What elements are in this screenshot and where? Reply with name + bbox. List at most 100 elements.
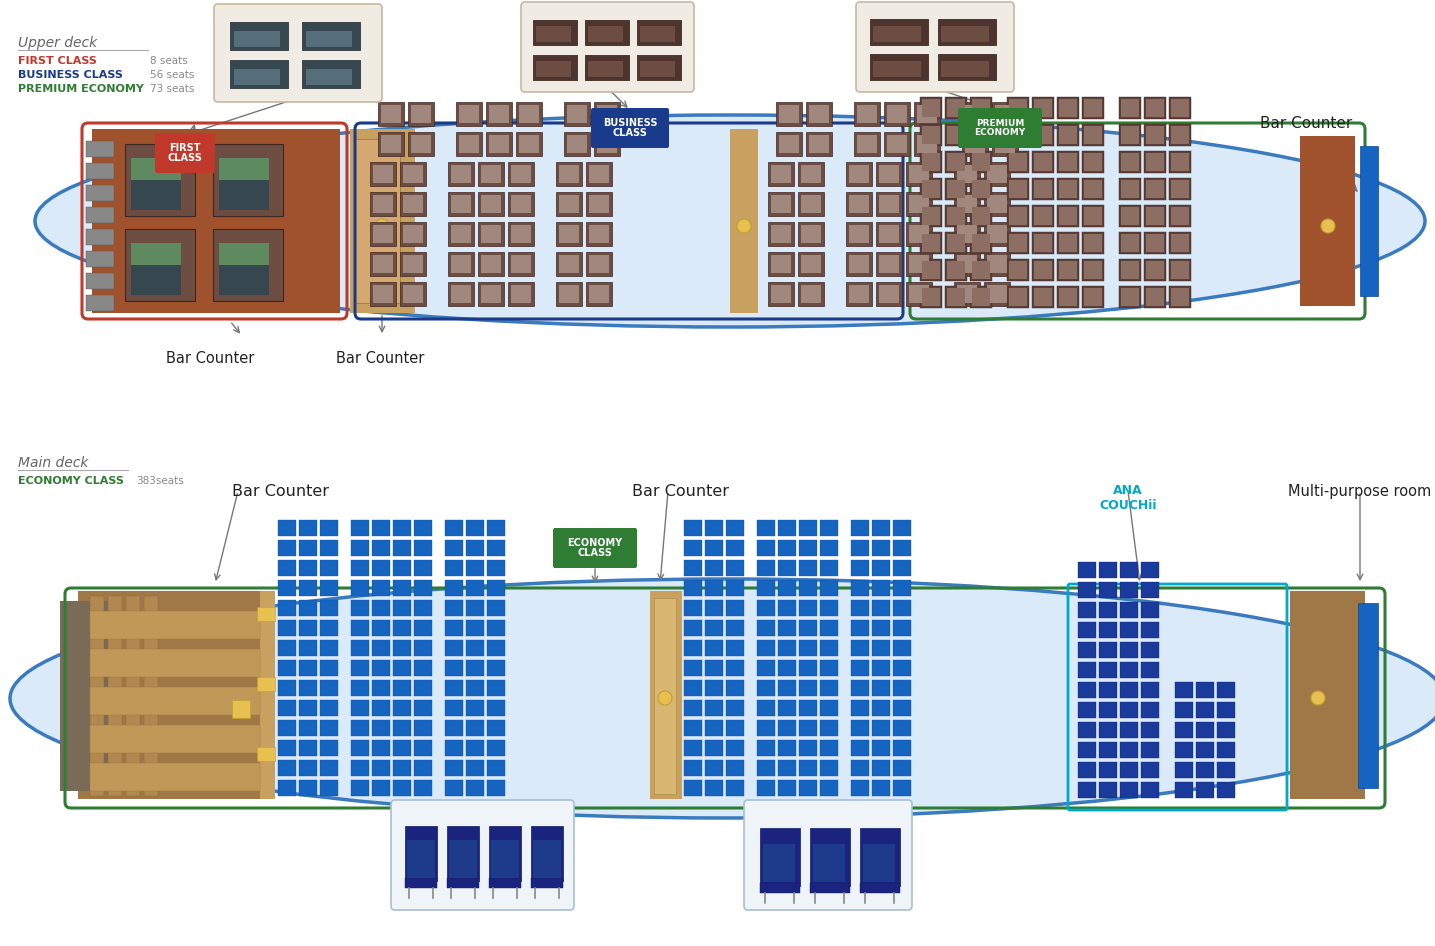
Bar	[1290, 591, 1365, 799]
Bar	[819, 720, 838, 736]
Bar	[1035, 234, 1052, 252]
Bar	[405, 878, 438, 888]
Bar	[1121, 126, 1139, 144]
Bar	[415, 760, 432, 776]
Bar	[1147, 261, 1164, 279]
Bar	[1058, 232, 1079, 254]
Bar	[372, 520, 390, 536]
Bar	[726, 780, 743, 796]
Bar	[234, 69, 280, 85]
Bar	[778, 640, 796, 656]
Bar	[415, 540, 432, 556]
Bar	[1007, 97, 1029, 119]
Text: FIRST
CLASS: FIRST CLASS	[168, 143, 202, 164]
Bar	[640, 26, 674, 42]
Bar	[684, 640, 702, 656]
Bar	[893, 580, 911, 596]
Bar	[352, 660, 369, 676]
Bar	[1147, 207, 1164, 225]
Bar	[799, 640, 817, 656]
Bar	[1119, 642, 1138, 658]
Bar	[478, 192, 504, 216]
Bar	[531, 826, 563, 881]
Bar	[230, 22, 288, 50]
Bar	[298, 720, 317, 736]
Bar	[1058, 97, 1079, 119]
Bar	[278, 660, 296, 676]
Bar	[92, 129, 340, 313]
Bar	[1032, 124, 1053, 146]
Bar	[257, 677, 276, 691]
Bar	[684, 600, 702, 616]
Bar	[298, 680, 317, 696]
Bar	[893, 600, 911, 616]
Bar	[125, 229, 195, 301]
Bar	[508, 192, 534, 216]
Bar	[984, 222, 1010, 246]
Bar	[1078, 622, 1096, 638]
Bar	[352, 580, 369, 596]
Bar	[779, 105, 799, 123]
Bar	[758, 740, 775, 756]
Bar	[914, 132, 940, 156]
Bar	[320, 720, 339, 736]
Bar	[920, 259, 941, 281]
Bar	[86, 207, 113, 223]
Bar	[1147, 234, 1164, 252]
Bar	[489, 135, 509, 153]
Bar	[90, 687, 260, 715]
Bar	[705, 720, 723, 736]
Bar	[957, 165, 977, 183]
Bar	[131, 180, 181, 210]
Bar	[451, 255, 471, 273]
Bar	[726, 520, 743, 536]
Bar	[393, 700, 410, 716]
Bar	[809, 828, 850, 886]
Bar	[799, 680, 817, 696]
Bar	[588, 61, 623, 77]
Bar	[1141, 722, 1159, 738]
Circle shape	[1322, 219, 1335, 233]
Bar	[415, 740, 432, 756]
Bar	[588, 165, 608, 183]
Bar	[1171, 261, 1190, 279]
Bar	[847, 162, 872, 186]
Bar	[893, 560, 911, 576]
Bar	[466, 540, 484, 556]
Bar	[478, 252, 504, 276]
Bar	[1170, 232, 1191, 254]
Bar	[377, 102, 405, 126]
Bar	[1032, 232, 1053, 254]
Bar	[954, 222, 980, 246]
Bar	[1147, 99, 1164, 117]
Bar	[405, 826, 438, 881]
Bar	[799, 760, 817, 776]
Bar	[893, 540, 911, 556]
Bar	[448, 222, 474, 246]
Bar	[410, 105, 430, 123]
Bar	[489, 878, 521, 888]
Bar	[847, 222, 872, 246]
Bar	[393, 540, 410, 556]
Bar	[1141, 762, 1159, 778]
Bar	[872, 720, 890, 736]
Bar	[400, 282, 426, 306]
Bar	[872, 560, 890, 576]
Bar	[870, 54, 928, 80]
Bar	[1083, 180, 1102, 198]
Bar	[872, 780, 890, 796]
Bar	[1175, 682, 1192, 698]
Bar	[914, 102, 940, 126]
Bar	[947, 180, 964, 198]
Bar	[954, 252, 980, 276]
Bar	[408, 102, 433, 126]
Bar	[946, 178, 967, 200]
Bar	[850, 285, 870, 303]
Bar	[352, 560, 369, 576]
Bar	[486, 520, 505, 536]
Bar	[801, 165, 821, 183]
Bar	[560, 225, 578, 243]
Bar	[560, 255, 578, 273]
Bar	[1360, 146, 1378, 296]
Bar	[893, 780, 911, 796]
